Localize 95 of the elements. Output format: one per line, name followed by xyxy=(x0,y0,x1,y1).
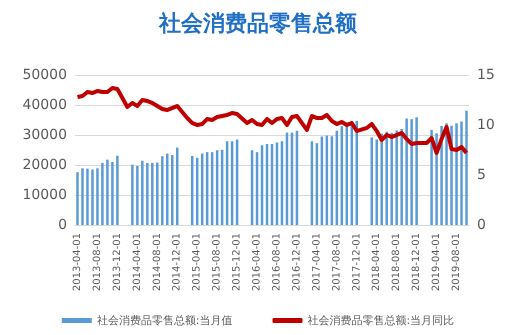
bar xyxy=(190,156,194,225)
bar xyxy=(380,134,383,225)
bar xyxy=(151,162,154,225)
x-tick-label: 2015-08-01 xyxy=(212,233,223,292)
x-tick-label: 2017-12-01 xyxy=(351,233,362,292)
bar xyxy=(340,126,344,225)
bar xyxy=(310,141,314,225)
bar xyxy=(286,132,288,225)
y-tick-label: 10000 xyxy=(22,187,67,203)
x-tick-label: 2013-04-01 xyxy=(72,233,83,292)
bar xyxy=(171,155,174,225)
bar xyxy=(111,162,114,225)
x-tick-label: 2015-12-01 xyxy=(232,233,243,292)
bar xyxy=(290,132,294,225)
bar xyxy=(256,152,258,225)
x-tick-label: 2013-08-01 xyxy=(92,233,103,292)
bar xyxy=(136,166,139,225)
bar xyxy=(330,136,334,225)
bar xyxy=(390,132,393,225)
bar xyxy=(141,160,144,225)
bar xyxy=(465,110,468,225)
bar xyxy=(375,140,378,225)
x-tick-label: 2016-12-01 xyxy=(291,233,302,292)
bar xyxy=(260,145,264,225)
y2-tick-label: 5 xyxy=(477,167,486,183)
bar xyxy=(430,130,433,225)
bar xyxy=(220,150,224,225)
bar xyxy=(455,123,458,225)
bar xyxy=(266,144,268,225)
bar xyxy=(230,141,234,225)
bar xyxy=(415,117,418,225)
bar xyxy=(81,168,84,225)
bar xyxy=(216,150,218,225)
bar xyxy=(320,136,324,225)
bar xyxy=(106,160,109,225)
x-tick-label: 2019-08-01 xyxy=(451,233,462,292)
x-tick-label: 2015-04-01 xyxy=(192,233,203,292)
line-series xyxy=(75,86,469,155)
x-tick-label: 2014-12-01 xyxy=(172,233,183,292)
bar xyxy=(166,154,169,225)
bar xyxy=(356,120,358,225)
bar xyxy=(161,156,164,225)
bar xyxy=(86,168,89,225)
y2-tick-label: 15 xyxy=(477,67,495,83)
bar xyxy=(210,152,214,225)
bar xyxy=(296,130,298,225)
chart-title: 社会消费品零售总额 xyxy=(158,10,358,36)
bar xyxy=(395,130,398,225)
bar xyxy=(116,156,119,225)
x-tick-label: 2014-08-01 xyxy=(152,233,163,292)
x-tick-label: 2018-04-01 xyxy=(371,233,382,292)
bar xyxy=(460,122,463,225)
bar xyxy=(385,132,388,225)
bar xyxy=(270,144,274,225)
bar xyxy=(176,148,178,225)
bar xyxy=(236,140,238,225)
bar xyxy=(156,162,159,225)
x-tick-label: 2017-04-01 xyxy=(311,233,322,292)
bar xyxy=(200,154,204,225)
y-tick-label: 20000 xyxy=(22,157,67,173)
bar xyxy=(250,150,254,225)
bar xyxy=(405,118,408,225)
bar xyxy=(410,119,413,225)
bar xyxy=(336,130,338,225)
bar xyxy=(131,164,134,225)
legend-label: 社会消费品零售总额:当月同比 xyxy=(308,314,454,327)
bar xyxy=(316,143,318,225)
bar xyxy=(196,158,198,225)
y-tick-label: 30000 xyxy=(22,127,67,143)
bar xyxy=(400,129,403,225)
x-tick-label: 2018-08-01 xyxy=(391,233,402,292)
bar xyxy=(276,142,278,225)
x-tick-label: 2019-04-01 xyxy=(431,233,442,292)
y2-tick-label: 0 xyxy=(477,217,486,233)
bar xyxy=(206,152,208,225)
bar xyxy=(146,162,149,225)
bar xyxy=(101,162,104,225)
x-tick-label: 2016-04-01 xyxy=(252,233,263,292)
bar xyxy=(96,168,99,225)
x-tick-label: 2017-08-01 xyxy=(331,233,342,292)
x-tick-label: 2016-08-01 xyxy=(271,233,282,292)
y-tick-label: 50000 xyxy=(22,67,67,83)
bar xyxy=(76,172,79,225)
y-tick-label: 0 xyxy=(58,217,67,233)
y2-tick-label: 10 xyxy=(477,117,495,133)
x-tick-label: 2018-12-01 xyxy=(411,233,422,292)
legend-label: 社会消费品零售总额:当月值 xyxy=(96,314,233,327)
bar xyxy=(280,141,284,225)
bar xyxy=(326,136,328,225)
y-tick-label: 40000 xyxy=(22,97,67,113)
bar xyxy=(91,170,94,225)
bar xyxy=(226,141,228,225)
bar xyxy=(370,137,373,225)
x-tick-label: 2013-12-01 xyxy=(112,233,123,292)
x-tick-label: 2014-04-01 xyxy=(132,233,143,292)
